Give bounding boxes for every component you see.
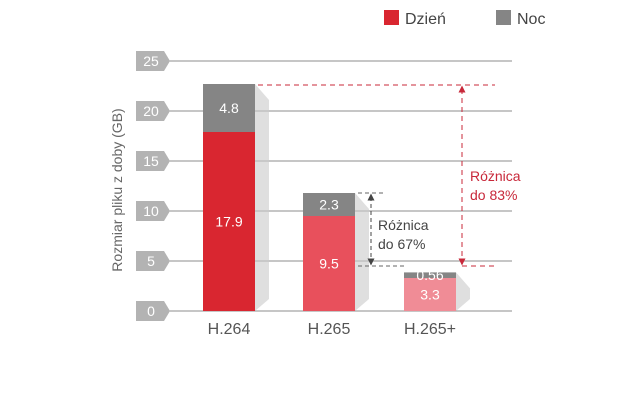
data-label-night-H.265: 2.3 (319, 197, 339, 213)
category-label-H.265: H.265 (308, 321, 351, 338)
y-tick-badge-0 (136, 301, 170, 321)
bar-shadow-H.265 (355, 193, 369, 311)
y-tick-label-20: 20 (143, 103, 159, 119)
annotations: Różnica do 67% Różnica do 83% (258, 84, 521, 267)
y-tick-badge-5 (136, 251, 170, 271)
y-tick-badge-15 (136, 151, 170, 171)
y-axis-label: Rozmiar pliku z doby (GB) (109, 108, 125, 271)
x-axis-categories: H.264 H.265 H.265+ (208, 321, 456, 338)
legend-label-night: Noc (517, 11, 545, 28)
data-label-night-H.264: 4.8 (219, 100, 239, 116)
bar-shadow-H.265+ (456, 272, 470, 311)
bar-night-H.265 (303, 193, 355, 216)
data-label-day-H.265: 9.5 (319, 256, 339, 272)
legend-swatch-day (384, 10, 399, 25)
bar-night-H.265+ (404, 272, 456, 278)
y-tick-label-5: 5 (147, 253, 155, 269)
bar-night-H.264 (203, 84, 255, 132)
legend-swatch-night (496, 10, 511, 25)
annotation-83-line2: do 83% (470, 187, 517, 203)
y-axis-ticks: 0 5 10 15 20 25 (136, 51, 170, 321)
data-label-day-H.265+: 3.3 (420, 287, 440, 303)
category-label-H.265+: H.265+ (404, 321, 456, 338)
y-tick-label-10: 10 (143, 203, 159, 219)
legend-label-day: Dzień (405, 11, 446, 28)
y-tick-badge-25 (136, 51, 170, 71)
bar-day-H.265+ (404, 278, 456, 311)
annotation-67-line1: Różnica (378, 217, 429, 233)
category-label-H.264: H.264 (208, 321, 251, 338)
data-label-day-H.264: 17.9 (215, 214, 242, 230)
y-tick-badge-10 (136, 201, 170, 221)
annotation-83-line1: Różnica (470, 168, 521, 184)
y-tick-badge-20 (136, 101, 170, 121)
bars: 17.9 4.8 9.5 2.3 3.3 0.56 (203, 84, 456, 311)
y-tick-label-0: 0 (147, 303, 155, 319)
data-label-night-H.265+: 0.56 (416, 267, 443, 283)
bar-shadow-H.264 (255, 84, 269, 311)
legend: Dzień Noc (384, 10, 545, 28)
y-tick-label-15: 15 (143, 153, 159, 169)
bar-shadows (255, 84, 470, 311)
bar-day-H.264 (203, 132, 255, 311)
y-tick-label-25: 25 (143, 53, 159, 69)
annotation-67-line2: do 67% (378, 236, 425, 252)
bar-day-H.265 (303, 216, 355, 311)
